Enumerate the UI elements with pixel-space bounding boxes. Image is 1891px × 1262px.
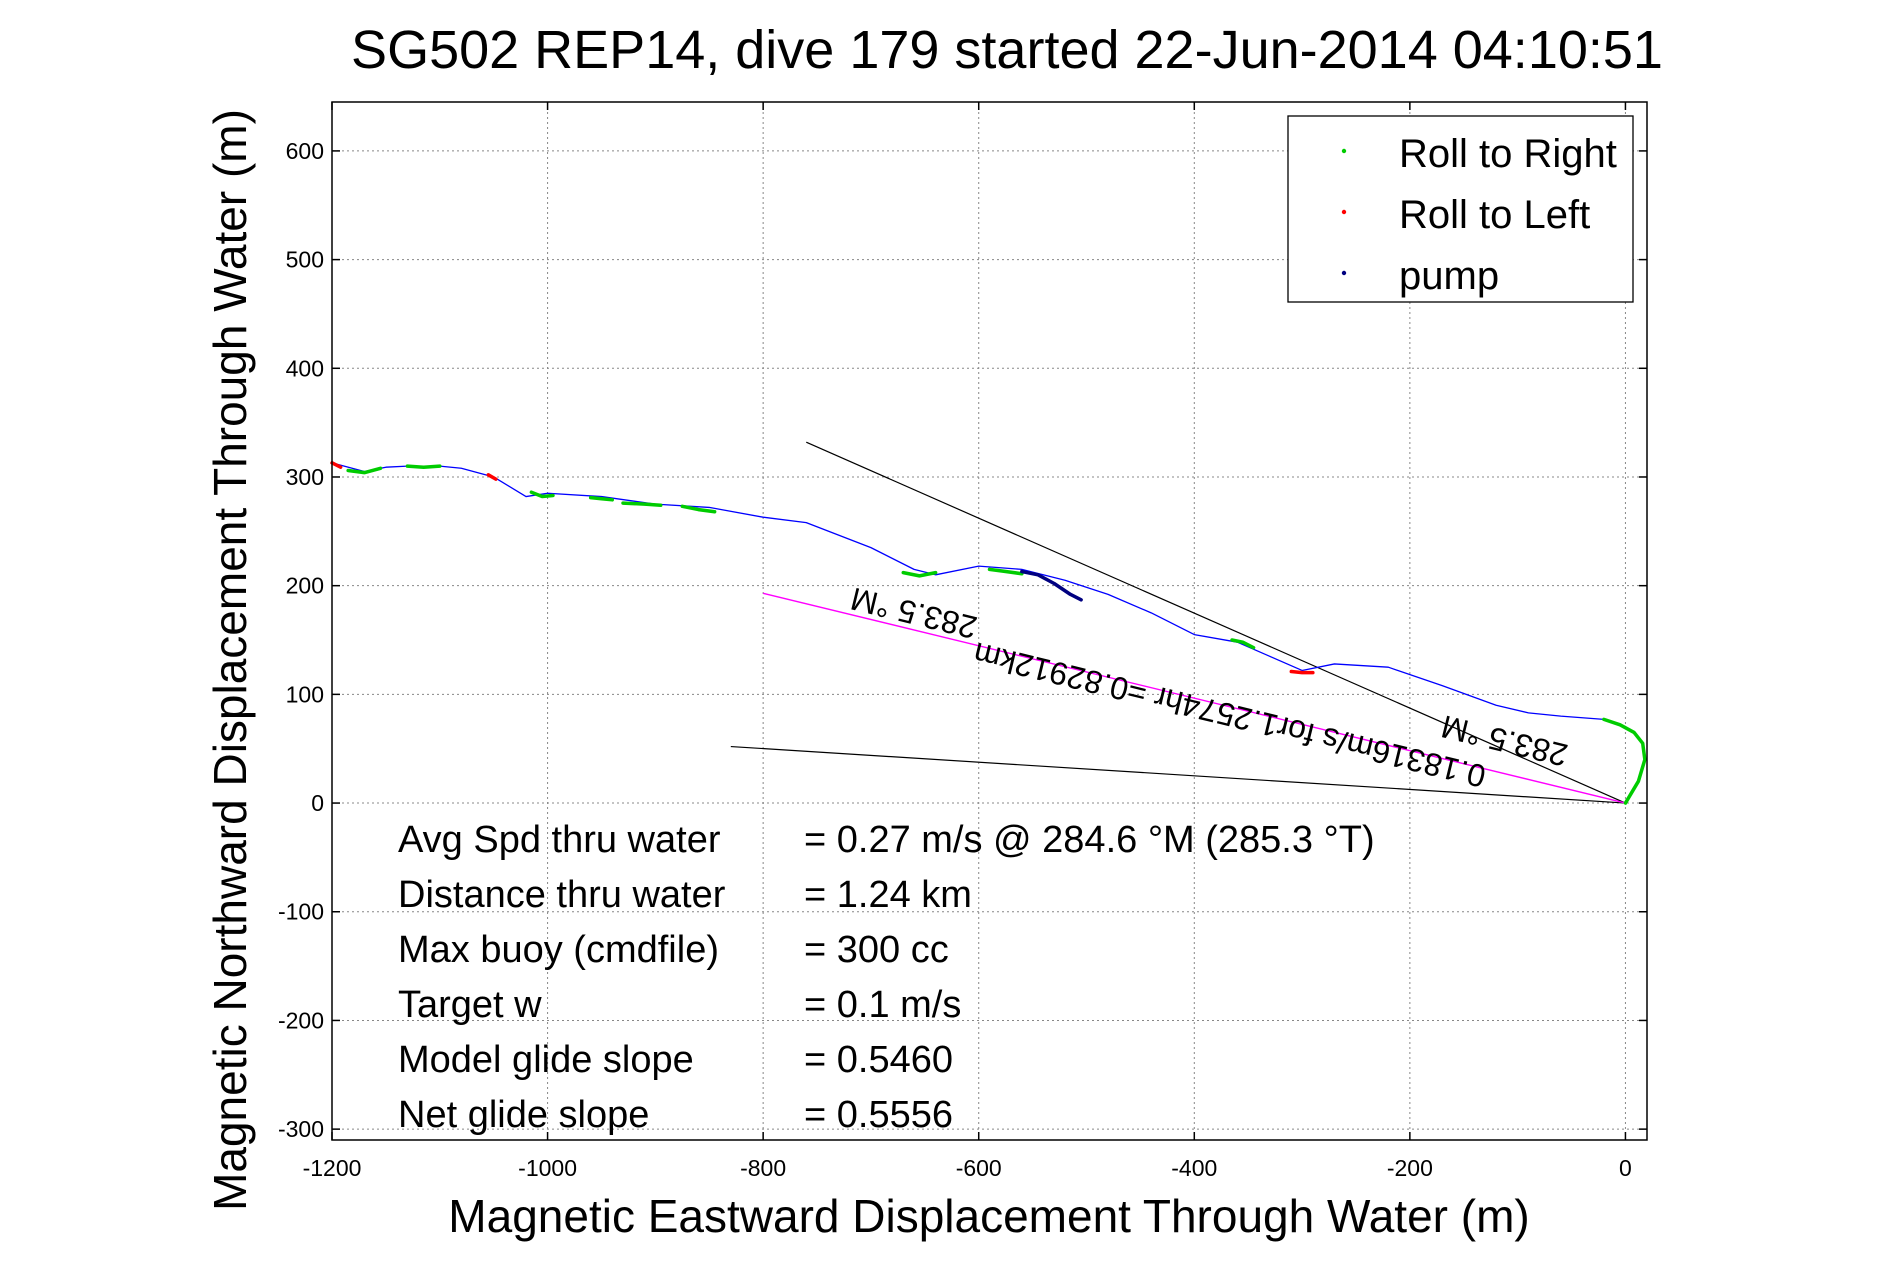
stat-value: = 0.5460: [804, 1039, 953, 1081]
plot-series: [330, 441, 1647, 805]
x-tick-label: -400: [1171, 1155, 1217, 1181]
stat-label: Max buoy (cmdfile): [398, 929, 719, 971]
roll-right-segment: [529, 490, 555, 499]
heading-bound-line: [806, 441, 1626, 804]
y-tick-label: 500: [286, 247, 324, 273]
y-tick-label: 600: [286, 138, 324, 164]
y-tick-label: 400: [286, 355, 324, 381]
y-tick-label: 200: [286, 573, 324, 599]
stat-value: = 300 cc: [804, 929, 949, 971]
legend-marker: [1341, 270, 1347, 276]
roll-left-segment: [330, 461, 343, 469]
heading-line: [762, 592, 1626, 804]
x-tick-label: -1200: [303, 1155, 362, 1181]
axis-ticks: -1200 -1000 -800 -600 -400 -200 06005004003002…: [278, 102, 1647, 1181]
track-line: [331, 462, 1646, 804]
heading-start-label: 283.5 °M: [847, 581, 980, 646]
legend-box: [1287, 115, 1634, 303]
stat-value: = 0.27 m/s @ 284.6 °M (285.3 °T): [804, 819, 1375, 861]
roll-right-segment: [1602, 717, 1647, 805]
legend-marker: [1341, 148, 1347, 154]
roll-right-segment: [588, 495, 614, 502]
roll-right-segment: [621, 501, 663, 507]
x-tick-label: -200: [1387, 1155, 1433, 1181]
pump-segment: [1020, 569, 1083, 602]
plot-frame: [331, 101, 1648, 1141]
heading-main-label: 0.18316m/s for1.2574hr =0.82912km: [970, 635, 1489, 794]
roll-right-segment: [346, 466, 383, 475]
stat-label: Target w: [398, 984, 542, 1026]
stat-value: = 0.5556: [804, 1094, 953, 1136]
x-tick-label: -1000: [518, 1155, 577, 1181]
stat-value: = 0.1 m/s: [804, 984, 961, 1026]
chart-title: SG502 REP14, dive 179 started 22-Jun-201…: [351, 20, 1663, 80]
roll-left-segment: [486, 473, 498, 481]
stats-block: Avg Spd thru water = 0.27 m/s @ 284.6 °M …: [398, 819, 1375, 1136]
x-tick-label: -800: [740, 1155, 786, 1181]
y-axis-label: Magnetic Northward Displacement Through …: [204, 109, 256, 1211]
y-tick-label: -100: [278, 899, 324, 925]
x-axis-label: Magnetic Eastward Displacement Through W…: [448, 1190, 1529, 1242]
roll-right-segment: [987, 567, 1024, 576]
roll-left-segment: [1289, 669, 1315, 675]
y-tick-label: 0: [311, 790, 324, 816]
y-tick-label: -200: [278, 1007, 324, 1033]
y-tick-label: -300: [278, 1116, 324, 1142]
roll-right-segment: [405, 464, 442, 469]
y-tick-label: 100: [286, 681, 324, 707]
roll-right-segment: [901, 570, 938, 578]
legend-marker: [1341, 209, 1347, 215]
stat-value: = 1.24 km: [804, 874, 972, 916]
x-tick-label: 0: [1619, 1155, 1632, 1181]
legend-label: Roll to Right: [1399, 132, 1617, 176]
stat-label: Avg Spd thru water: [398, 819, 721, 861]
legend-label: pump: [1399, 254, 1499, 298]
stat-label: Net glide slope: [398, 1094, 649, 1136]
legend-label: Roll to Left: [1399, 193, 1590, 237]
y-tick-label: 300: [286, 464, 324, 490]
roll-right-segment: [1230, 638, 1256, 650]
x-tick-label: -600: [956, 1155, 1002, 1181]
legend: Roll to Right Roll to Left pump: [1287, 115, 1634, 303]
stat-label: Model glide slope: [398, 1039, 694, 1081]
heading-bound-line: [730, 745, 1626, 804]
roll-right-segment: [680, 504, 717, 514]
stat-label: Distance thru water: [398, 874, 726, 916]
